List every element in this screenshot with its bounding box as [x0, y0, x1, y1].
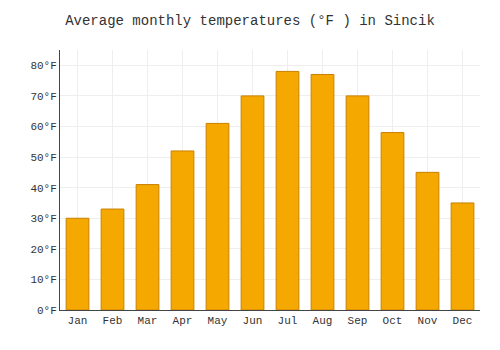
svg-text:50°F: 50°F	[30, 152, 56, 164]
svg-text:Mar: Mar	[138, 315, 158, 327]
svg-text:Dec: Dec	[453, 315, 473, 327]
svg-text:Apr: Apr	[173, 315, 193, 327]
svg-text:Average monthly temperatures (: Average monthly temperatures (°F ) in Si…	[65, 13, 435, 29]
svg-text:10°F: 10°F	[30, 274, 56, 286]
svg-text:Aug: Aug	[313, 315, 333, 327]
svg-text:Jul: Jul	[278, 315, 298, 327]
svg-text:Jun: Jun	[243, 315, 263, 327]
svg-text:60°F: 60°F	[30, 121, 56, 133]
svg-text:70°F: 70°F	[30, 91, 56, 103]
svg-text:Oct: Oct	[383, 315, 403, 327]
svg-text:Nov: Nov	[418, 315, 438, 327]
svg-text:Jan: Jan	[68, 315, 88, 327]
svg-text:0°F: 0°F	[37, 305, 57, 317]
svg-text:May: May	[208, 315, 228, 327]
svg-text:40°F: 40°F	[30, 183, 56, 195]
svg-text:Sep: Sep	[348, 315, 368, 327]
svg-text:20°F: 20°F	[30, 244, 56, 256]
svg-text:80°F: 80°F	[30, 60, 56, 72]
svg-text:Feb: Feb	[103, 315, 123, 327]
svg-text:30°F: 30°F	[30, 213, 56, 225]
